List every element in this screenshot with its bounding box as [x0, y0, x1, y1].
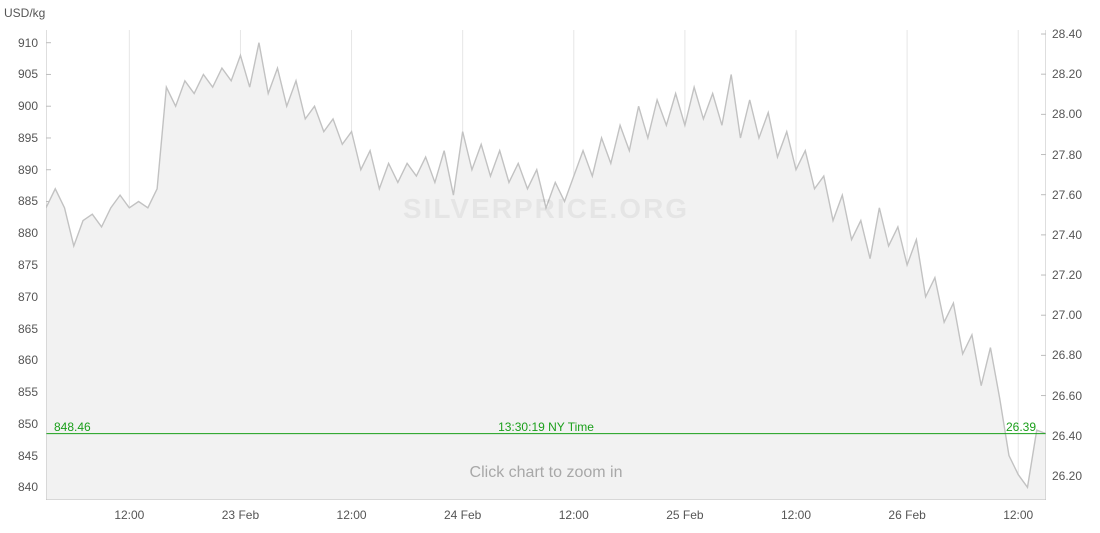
axis-tick-label: 26.60 — [1052, 389, 1082, 403]
axis-tick-label: 12:00 — [781, 508, 811, 522]
axis-tick-label: 26.20 — [1052, 469, 1082, 483]
axis-tick-label: 23 Feb — [222, 508, 259, 522]
axis-tick-label: 875 — [12, 258, 38, 272]
axis-tick-label: 27.20 — [1052, 268, 1082, 282]
axis-tick-label: 890 — [12, 163, 38, 177]
axis-tick-label: 27.80 — [1052, 148, 1082, 162]
axis-tick-label: 12:00 — [1003, 508, 1033, 522]
ref-center-time: 13:30:19 NY Time — [498, 420, 594, 434]
axis-tick-label: 12:00 — [114, 508, 144, 522]
y-left-title: USD/kg — [4, 6, 45, 20]
axis-tick-label: 860 — [12, 353, 38, 367]
axis-tick-label: 27.60 — [1052, 188, 1082, 202]
axis-tick-label: 28.20 — [1052, 67, 1082, 81]
axis-tick-label: 26 Feb — [888, 508, 925, 522]
axis-tick-label: 910 — [12, 36, 38, 50]
axis-tick-label: 855 — [12, 385, 38, 399]
axis-tick-label: 905 — [12, 67, 38, 81]
axis-tick-label: 900 — [12, 99, 38, 113]
axis-tick-label: 12:00 — [559, 508, 589, 522]
ref-right-value: 26.39 — [1006, 420, 1036, 434]
axis-tick-label: 12:00 — [337, 508, 367, 522]
axis-tick-label: 26.80 — [1052, 348, 1082, 362]
axis-tick-label: 885 — [12, 194, 38, 208]
axis-tick-label: 28.00 — [1052, 107, 1082, 121]
axis-tick-label: 880 — [12, 226, 38, 240]
axis-tick-label: 25 Feb — [666, 508, 703, 522]
axis-tick-label: 28.40 — [1052, 27, 1082, 41]
axis-tick-label: 850 — [12, 417, 38, 431]
axis-tick-label: 895 — [12, 131, 38, 145]
axis-tick-label: 26.40 — [1052, 429, 1082, 443]
axis-tick-label: 840 — [12, 480, 38, 494]
axis-tick-label: 27.40 — [1052, 228, 1082, 242]
axis-tick-label: 27.00 — [1052, 308, 1082, 322]
axis-tick-label: 845 — [12, 449, 38, 463]
ref-left-value: 848.46 — [54, 420, 91, 434]
axis-tick-label: 865 — [12, 322, 38, 336]
axis-tick-label: 24 Feb — [444, 508, 481, 522]
axis-tick-label: 870 — [12, 290, 38, 304]
